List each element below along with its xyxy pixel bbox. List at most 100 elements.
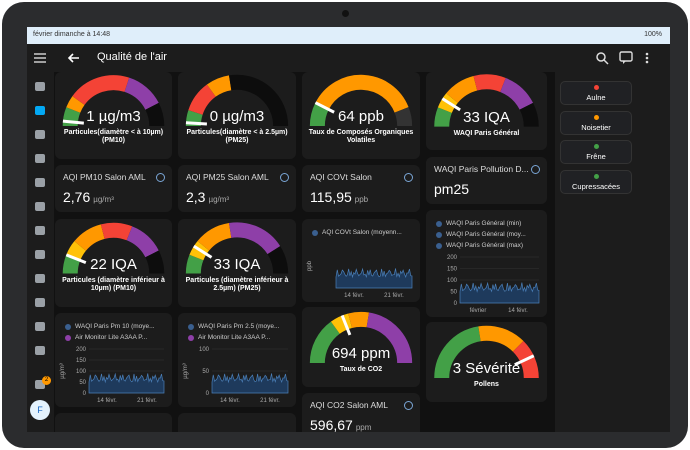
entity-state: 2,76 [63, 189, 91, 205]
gauge-needle [514, 354, 535, 367]
assist-button[interactable] [619, 51, 633, 65]
entity-value: 115,95 ppb [310, 189, 368, 205]
nav-item[interactable] [35, 250, 45, 259]
nav-item[interactable] [35, 322, 45, 331]
gauge-segment [309, 321, 341, 364]
legend-entry: WAQI Paris Général (min) [446, 220, 522, 227]
gauge-needle [441, 97, 461, 112]
entity-card: AQI COVt Salon 115,95 ppb [302, 165, 420, 212]
gauge-label: WAQI Paris Général [453, 129, 520, 137]
gauge-segment [366, 312, 413, 364]
gauge-value: 33 IQA [213, 255, 261, 273]
gauge-needle [340, 314, 352, 336]
x-tick-label: 21 févr. [260, 398, 280, 404]
gauge-value: 0 µg/m3 [209, 107, 265, 125]
y-tick-label: 50 [202, 369, 209, 375]
entity-card: AQI PM10 Salon AML 2,76 µg/m³ [55, 165, 172, 212]
y-axis-label: ppb [307, 260, 313, 271]
gauge-label: Taux de Composés Organiques Volatiles [308, 128, 414, 144]
y-tick-label: 150 [447, 267, 458, 273]
entity-state: 596,67 [310, 417, 353, 432]
gauge [309, 311, 413, 364]
menu-button[interactable] [33, 52, 47, 64]
gauge-card: 3 Sévérité Pollens [426, 322, 547, 402]
pollen-button[interactable]: Aulne [560, 81, 632, 105]
y-tick-label: 100 [199, 347, 210, 353]
gauge-segment [512, 341, 539, 379]
pollen-dot [594, 173, 599, 179]
nav-item[interactable] [35, 274, 45, 283]
legend-dot [188, 324, 194, 330]
x-tick-label: février [470, 308, 487, 314]
gauge-segment [229, 74, 289, 127]
gauge-card: 33 IQA WAQI Paris Général [426, 72, 547, 150]
gauge-segment [394, 107, 413, 127]
entity-state: pm25 [434, 181, 470, 197]
gauge-value: 1 µg/m3 [86, 107, 141, 125]
entity-icon [156, 173, 165, 182]
gauge-value: 22 IQA [90, 255, 137, 273]
pollen-dot [594, 144, 599, 149]
graph-card: WAQI Paris Pm 10 (moye... Air Monitor Lit… [55, 313, 172, 407]
entity-icon [280, 173, 289, 182]
nav-item[interactable] [35, 130, 45, 139]
nav-item[interactable] [35, 226, 45, 235]
legend-entry: AQI COVt Salon (moyenn... [322, 229, 402, 236]
nav-item[interactable] [35, 154, 45, 163]
y-tick-label: 200 [447, 255, 458, 261]
y-tick-label: 50 [79, 380, 86, 386]
legend-dot [436, 243, 442, 249]
nav-item[interactable] [35, 298, 45, 307]
y-tick-label: 200 [76, 347, 87, 353]
gauge-segment [348, 311, 370, 329]
gauge-value: 64 ppb [338, 107, 384, 125]
notifications[interactable] [35, 380, 45, 389]
y-tick-label: 0 [206, 391, 210, 397]
gauge-needle [314, 101, 335, 114]
history-area [459, 281, 540, 304]
entity-icon [531, 165, 540, 174]
entity-unit: µg/m³ [93, 195, 114, 204]
gauge-segment [145, 102, 165, 127]
gauge-segment [185, 254, 204, 274]
pollen-button[interactable]: Frêne [560, 140, 632, 164]
gauge-value: 3 Sévérité [452, 360, 521, 377]
nav-item[interactable] [35, 346, 45, 355]
y-axis-label: µg/m³ [60, 363, 66, 378]
nav-item[interactable] [35, 82, 45, 91]
back-button[interactable] [67, 51, 81, 65]
history-area [335, 267, 413, 289]
pollen-button[interactable]: Cupressacées [560, 169, 632, 194]
entity-name: AQI CO2 Salon AML [310, 400, 388, 410]
entity-unit: ppb [354, 195, 369, 204]
entity-icon [404, 173, 413, 182]
gauge-needle [193, 244, 213, 259]
history-plot: 0 50 100 150 200 février 14 févr. [447, 255, 540, 314]
history-plot: 0 50 100 150 200 µg/m³ 14 févr. 21 févr. [60, 347, 165, 404]
search-button[interactable] [595, 51, 609, 65]
gauge-segment [74, 224, 106, 252]
legend-entry: WAQI Paris Pm 10 (moye... [75, 323, 155, 330]
y-tick-label: 150 [76, 358, 87, 364]
more-button[interactable] [643, 51, 651, 65]
nav-item[interactable] [35, 202, 45, 211]
nav-item[interactable] [35, 178, 45, 187]
nav-item[interactable] [35, 106, 45, 115]
gauge-label: Particules (diamètre inférieur à 10µm) (… [62, 276, 165, 292]
gauge-segment [229, 222, 281, 255]
gauge-label: Particules (diamètre inférieur à 2.5µm) … [185, 276, 289, 292]
x-tick-label: 14 févr. [508, 308, 528, 314]
pollen-button[interactable]: Noisetier [560, 110, 632, 135]
gauge-segment [446, 75, 478, 104]
pollen-name: Aulne [586, 93, 606, 102]
user-avatar[interactable]: F [30, 400, 50, 420]
camera [342, 10, 349, 17]
gauge-segment [185, 110, 203, 127]
entity-card: AQI PM25 Salon AML 2,3 µg/m³ [178, 165, 296, 212]
y-tick-label: 0 [454, 301, 458, 307]
y-axis-label: µg/m³ [183, 363, 189, 378]
gauge-segment [197, 223, 232, 251]
gauge [185, 222, 289, 274]
gauge-card: 694 ppm Taux de CO2 [302, 307, 420, 387]
x-tick-label: 14 févr. [220, 398, 240, 404]
